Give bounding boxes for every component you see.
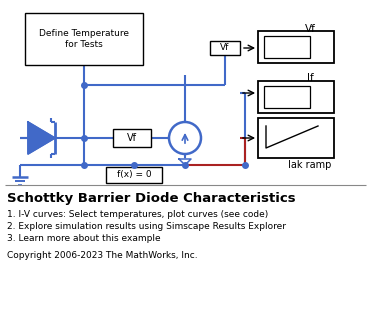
Text: Vf: Vf: [127, 133, 137, 143]
Text: Iak ramp: Iak ramp: [288, 160, 332, 170]
Text: Vf: Vf: [305, 24, 315, 34]
Text: Define Temperature
for Tests: Define Temperature for Tests: [39, 29, 129, 49]
Polygon shape: [179, 159, 191, 165]
Circle shape: [169, 122, 201, 154]
Bar: [264, 86, 310, 108]
Text: Schottky Barrier Diode Characteristics: Schottky Barrier Diode Characteristics: [7, 192, 296, 205]
Bar: [106, 167, 162, 183]
Bar: [113, 129, 151, 147]
Bar: [210, 41, 240, 55]
Text: f(x) = 0: f(x) = 0: [117, 171, 151, 179]
Text: If: If: [306, 73, 313, 83]
Bar: [258, 31, 334, 63]
Bar: [258, 118, 334, 158]
Polygon shape: [28, 122, 55, 154]
Bar: [258, 81, 334, 113]
Bar: [25, 13, 143, 65]
Text: 2. Explore simulation results using Simscape Results Explorer: 2. Explore simulation results using Sims…: [7, 222, 286, 231]
Text: 1. I-V curves: Select temperatures, plot curves (see code): 1. I-V curves: Select temperatures, plot…: [7, 210, 268, 219]
Text: Vf: Vf: [220, 44, 230, 53]
Text: 3. Learn more about this example: 3. Learn more about this example: [7, 234, 161, 243]
Bar: [264, 36, 310, 58]
Text: Copyright 2006-2023 The MathWorks, Inc.: Copyright 2006-2023 The MathWorks, Inc.: [7, 251, 198, 260]
